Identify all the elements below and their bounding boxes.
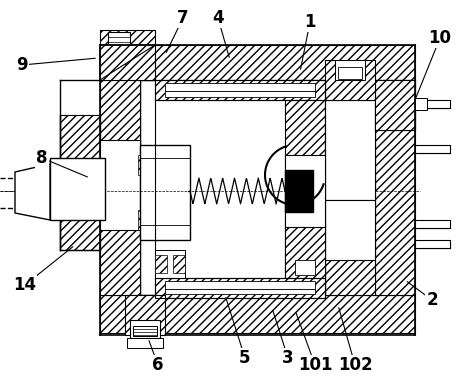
Text: 8: 8 xyxy=(36,149,48,167)
Bar xyxy=(133,326,157,336)
Bar xyxy=(138,155,146,175)
Bar xyxy=(155,80,325,100)
Bar xyxy=(165,289,315,294)
Bar xyxy=(415,98,427,110)
Text: 6: 6 xyxy=(152,356,164,374)
Bar xyxy=(285,80,325,295)
Bar xyxy=(127,338,163,348)
Bar xyxy=(155,255,167,273)
Bar xyxy=(50,158,105,220)
Bar xyxy=(140,145,190,240)
Text: 1: 1 xyxy=(304,13,316,31)
Bar xyxy=(285,220,325,295)
Bar xyxy=(165,91,315,97)
Bar xyxy=(113,54,125,64)
Bar xyxy=(155,250,185,278)
Bar xyxy=(295,260,315,275)
Bar xyxy=(415,220,450,228)
Bar xyxy=(415,145,450,153)
Bar xyxy=(165,83,315,91)
Bar xyxy=(100,80,140,295)
Bar xyxy=(155,80,325,100)
Bar xyxy=(100,45,415,80)
Text: 101: 101 xyxy=(298,356,332,374)
Bar xyxy=(415,100,450,108)
Text: 5: 5 xyxy=(239,349,251,367)
Bar xyxy=(100,140,140,230)
Text: 10: 10 xyxy=(429,29,452,47)
Bar xyxy=(335,60,365,80)
Bar xyxy=(100,295,415,333)
Bar xyxy=(108,32,130,54)
Text: 7: 7 xyxy=(177,9,189,27)
Bar xyxy=(138,210,146,230)
Bar xyxy=(325,100,375,200)
Text: 2: 2 xyxy=(426,291,438,309)
Bar xyxy=(100,30,155,80)
Bar xyxy=(325,80,375,295)
Bar xyxy=(375,80,415,130)
Bar xyxy=(338,67,362,79)
Bar xyxy=(60,115,100,250)
Text: 14: 14 xyxy=(13,276,37,294)
Bar xyxy=(155,278,325,298)
Bar xyxy=(285,170,313,212)
Bar xyxy=(140,80,375,295)
Bar xyxy=(285,155,325,227)
Polygon shape xyxy=(100,45,155,80)
Bar xyxy=(325,60,375,100)
Text: 3: 3 xyxy=(282,349,294,367)
Bar xyxy=(375,80,415,295)
Bar xyxy=(130,320,160,338)
Text: 9: 9 xyxy=(16,56,28,74)
Bar xyxy=(173,255,185,273)
Text: 4: 4 xyxy=(212,9,224,27)
Bar xyxy=(125,295,165,335)
Bar xyxy=(415,240,450,248)
Bar xyxy=(325,200,375,260)
Bar xyxy=(165,281,315,289)
Bar xyxy=(375,80,415,130)
Text: 102: 102 xyxy=(338,356,372,374)
Polygon shape xyxy=(15,164,50,220)
Bar xyxy=(155,278,325,298)
